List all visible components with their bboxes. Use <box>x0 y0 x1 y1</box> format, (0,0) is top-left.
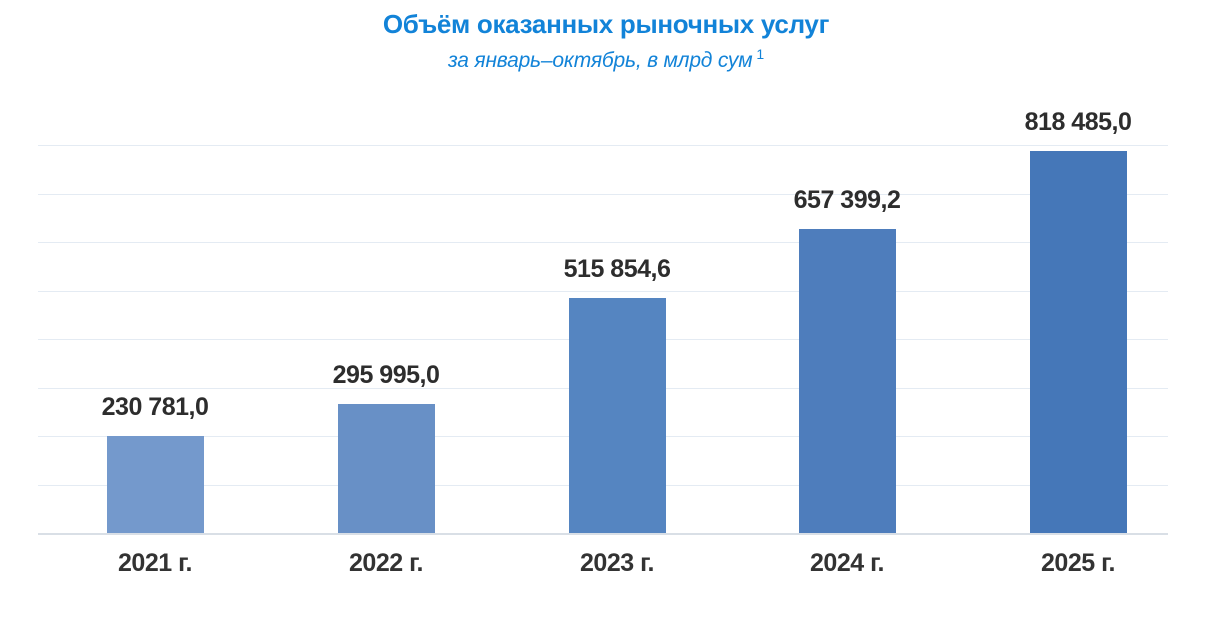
gridline <box>38 242 1168 243</box>
chart-subtitle-text: за январь–октябрь, в млрд сум <box>447 48 753 72</box>
bar-value-label-2024: 657 399,2 <box>793 186 901 214</box>
bar-value-label-2022: 295 995,0 <box>332 361 440 389</box>
x-axis-line <box>38 533 1168 535</box>
footnote-marker: 1 <box>756 45 764 62</box>
bar-2025 <box>1029 151 1127 533</box>
gridline <box>38 291 1168 292</box>
bar-value-label-2023: 515 854,6 <box>563 255 671 283</box>
bar-value-label-2025: 818 485,0 <box>1024 108 1132 136</box>
x-axis-label-2023: 2023 г. <box>580 549 654 577</box>
x-axis-label-2021: 2021 г. <box>118 549 192 577</box>
chart-subtitle: за январь–октябрь, в млрд сум 1 <box>0 45 1212 72</box>
x-axis-label-2022: 2022 г. <box>349 549 423 577</box>
bar-2022 <box>337 404 435 533</box>
bar-2023 <box>568 298 666 533</box>
x-axis-label-2025: 2025 г. <box>1041 549 1115 577</box>
gridline <box>38 145 1168 146</box>
chart-header: Объём оказанных рыночных услуг за январь… <box>0 9 1212 72</box>
bar-2021 <box>106 436 204 533</box>
chart-title: Объём оказанных рыночных услуг <box>382 9 830 39</box>
bar-value-label-2021: 230 781,0 <box>101 393 209 421</box>
gridline <box>38 194 1168 195</box>
x-axis-label-2024: 2024 г. <box>810 549 884 577</box>
bar-2024 <box>798 229 896 533</box>
